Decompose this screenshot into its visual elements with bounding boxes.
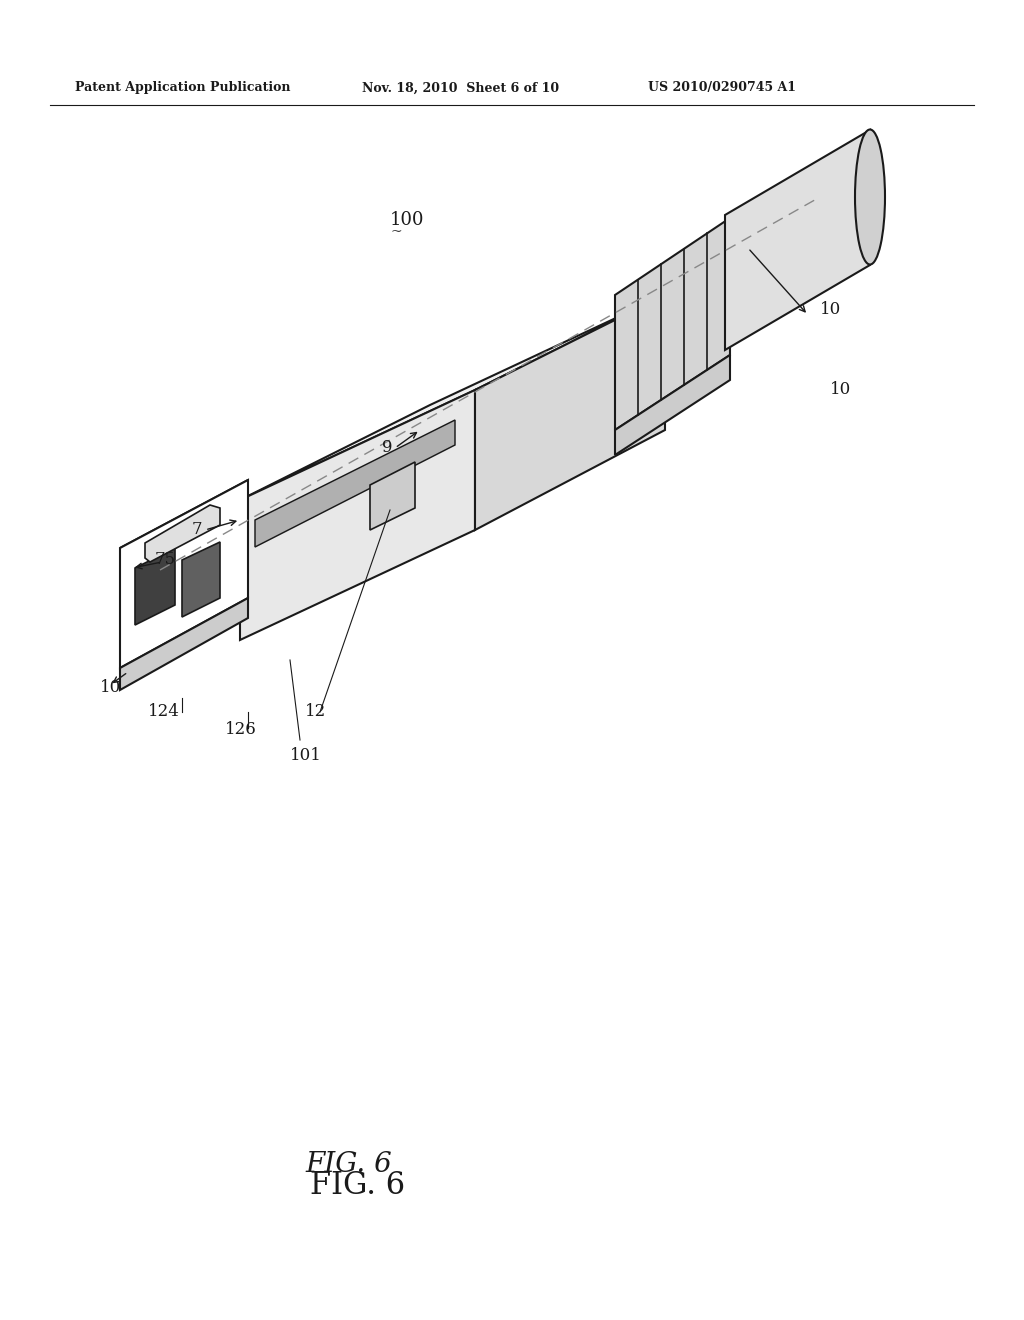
Text: 10: 10 xyxy=(830,381,851,399)
Polygon shape xyxy=(615,355,730,455)
Text: 75: 75 xyxy=(155,552,176,569)
Text: 10: 10 xyxy=(100,680,121,697)
Polygon shape xyxy=(120,480,248,554)
Text: 7: 7 xyxy=(193,521,203,539)
Polygon shape xyxy=(182,543,220,616)
Text: 124: 124 xyxy=(148,704,180,721)
Text: 100: 100 xyxy=(390,211,425,228)
Polygon shape xyxy=(145,506,220,562)
Text: Nov. 18, 2010  Sheet 6 of 10: Nov. 18, 2010 Sheet 6 of 10 xyxy=(362,82,559,95)
Text: 10: 10 xyxy=(820,301,842,318)
Polygon shape xyxy=(615,218,730,430)
Polygon shape xyxy=(370,462,415,531)
Polygon shape xyxy=(475,294,665,531)
Text: Patent Application Publication: Patent Application Publication xyxy=(75,82,291,95)
Polygon shape xyxy=(255,420,455,546)
Text: 9: 9 xyxy=(382,440,392,457)
Polygon shape xyxy=(240,389,475,640)
Text: FIG. 6: FIG. 6 xyxy=(310,1170,406,1200)
Polygon shape xyxy=(135,548,175,624)
Polygon shape xyxy=(120,598,248,690)
Text: 126: 126 xyxy=(225,722,257,738)
Text: FIG. 6: FIG. 6 xyxy=(305,1151,392,1179)
Polygon shape xyxy=(120,480,248,668)
Text: ~: ~ xyxy=(390,224,401,239)
Text: 12: 12 xyxy=(305,704,327,721)
Text: US 2010/0290745 A1: US 2010/0290745 A1 xyxy=(648,82,796,95)
Text: 101: 101 xyxy=(290,747,322,763)
Ellipse shape xyxy=(855,129,885,264)
Polygon shape xyxy=(240,294,665,500)
Polygon shape xyxy=(725,129,870,350)
